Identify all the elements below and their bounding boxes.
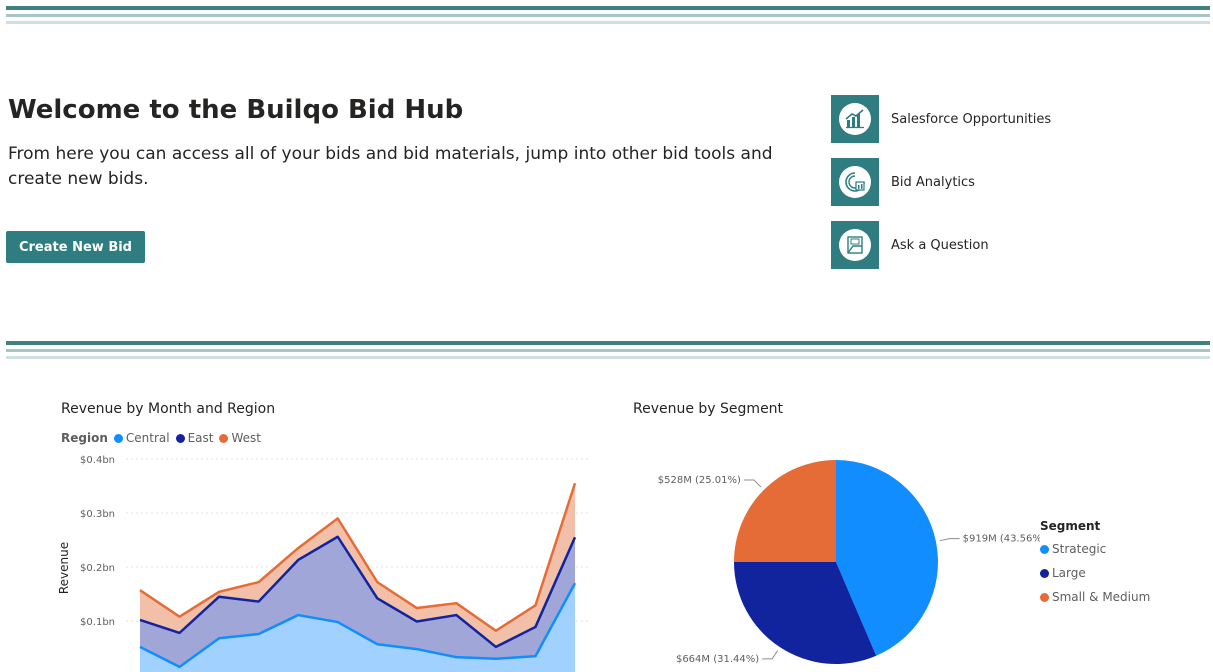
legend-small-medium[interactable]: Small & Medium	[1040, 585, 1150, 609]
analytics-icon	[831, 158, 879, 206]
top-divider	[6, 6, 1210, 24]
page-title: Welcome to the Builqo Bid Hub	[8, 95, 464, 125]
east-line[interactable]	[139, 535, 577, 649]
strategic-data-label: $919M (43.56%)	[963, 534, 1040, 545]
small-medium-leader-line	[743, 479, 762, 488]
ask-a-question-label: Ask a Question	[891, 237, 989, 253]
bid-analytics-link[interactable]: Bid Analytics	[831, 158, 975, 206]
salesforce-opportunities-label: Salesforce Opportunities	[891, 111, 1052, 127]
legend-central[interactable]: Central	[113, 431, 170, 445]
section-divider	[6, 341, 1210, 359]
large-leader-line	[762, 650, 779, 660]
central-line[interactable]	[139, 582, 577, 669]
area-chart[interactable]: $0.4bn $0.3bn $0.2bn $0.1bn Revenue	[55, 448, 600, 672]
y-tick-label: $0.1bn	[80, 617, 115, 628]
strategic-slice[interactable]	[836, 460, 938, 656]
ask-a-question-link[interactable]: Ask a Question	[831, 221, 989, 269]
pie-chart-title: Revenue by Segment	[633, 401, 784, 417]
y-tick-label: $0.4bn	[80, 455, 115, 466]
bar-chart-icon	[831, 95, 879, 143]
small-medium-slice[interactable]	[734, 460, 836, 563]
area-chart-title: Revenue by Month and Region	[61, 401, 276, 417]
page-subtitle: From here you can access all of your bid…	[8, 144, 773, 189]
small-medium-data-label: $528M (25.01%)	[658, 475, 741, 486]
west-area[interactable]	[140, 483, 575, 647]
strategic-leader-line	[939, 538, 960, 542]
region-legend-title: Region	[61, 431, 108, 445]
y-axis-label: Revenue	[57, 542, 71, 594]
y-tick-label: $0.2bn	[80, 563, 115, 574]
legend-large[interactable]: Large	[1040, 561, 1150, 585]
segment-legend-title: Segment	[1040, 519, 1101, 533]
create-new-bid-button[interactable]: Create New Bid	[6, 231, 145, 263]
question-icon	[831, 221, 879, 269]
segment-legend: Segment Strategic Large Small & Medium	[1040, 519, 1150, 609]
legend-east[interactable]: East	[175, 431, 213, 445]
large-data-label: $664M (31.44%)	[676, 654, 759, 665]
pie-chart[interactable]: $919M (43.56%) $664M (31.44%) $528M (25.01…	[640, 440, 1040, 672]
region-legend: Region Central East West	[61, 431, 267, 445]
west-line[interactable]	[139, 482, 577, 632]
bid-analytics-label: Bid Analytics	[891, 174, 975, 190]
legend-west[interactable]: West	[219, 431, 261, 445]
y-tick-label: $0.3bn	[80, 509, 115, 520]
central-area[interactable]	[140, 583, 575, 672]
salesforce-opportunities-link[interactable]: Salesforce Opportunities	[831, 95, 1051, 143]
legend-strategic[interactable]: Strategic	[1040, 537, 1150, 561]
large-slice[interactable]	[734, 562, 877, 664]
